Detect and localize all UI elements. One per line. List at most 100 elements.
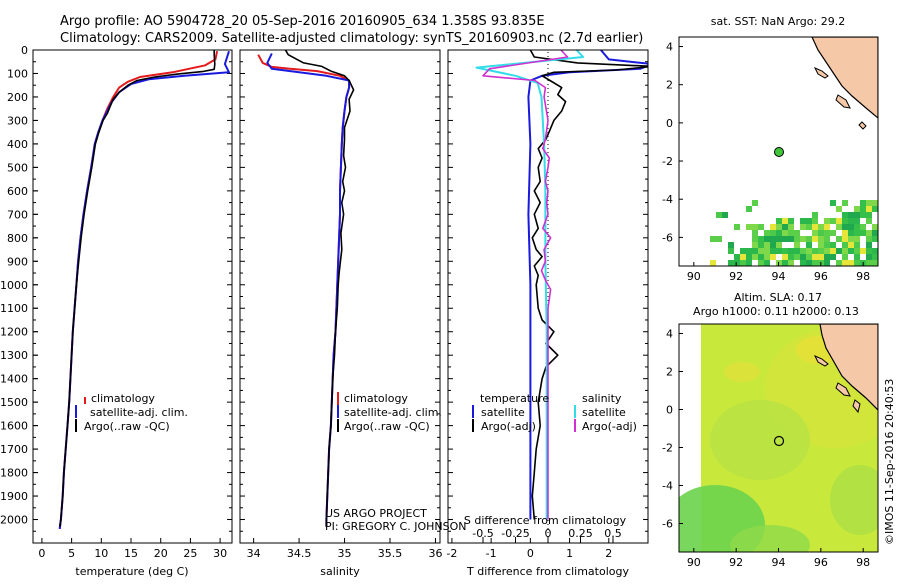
sst-cell xyxy=(746,248,752,254)
sst-cell xyxy=(818,254,824,260)
sst-cell xyxy=(866,200,872,206)
sst-cell xyxy=(752,236,758,242)
sst-cell xyxy=(752,224,758,230)
sst-cell xyxy=(788,230,794,236)
map-x-tick-label: 98 xyxy=(856,270,870,283)
map-x-tick-label: 92 xyxy=(729,270,743,283)
tdiff-x-tick-label: 0 xyxy=(527,547,534,560)
depth-tick-label: 1200 xyxy=(0,326,28,339)
sst-cell xyxy=(776,242,782,248)
depth-tick-label: 1800 xyxy=(0,467,28,480)
map-y-tick-label: -4 xyxy=(662,480,673,493)
sst-cell xyxy=(836,236,842,242)
sla-map-title: Altim. SLA: 0.17 xyxy=(734,291,822,304)
sst-cell xyxy=(854,248,860,254)
depth-tick-label: 800 xyxy=(7,232,28,245)
sst-cell xyxy=(764,254,770,260)
temperature-x-tick-label: 25 xyxy=(183,547,197,560)
sst-cell xyxy=(806,248,812,254)
sst-cell xyxy=(764,242,770,248)
sst-cell xyxy=(812,260,818,266)
sst-cell xyxy=(842,224,848,230)
sst-cell xyxy=(842,248,848,254)
sst-cell xyxy=(824,236,830,242)
sst-cell xyxy=(728,248,734,254)
depth-tick-label: 1900 xyxy=(0,490,28,503)
sst-cell xyxy=(812,218,818,224)
legend-t-satellite: satellite xyxy=(481,406,525,419)
difference-panel: -2 -1 0 1 2 -0.5 -0.25 0 0.25 0.5 temperature sal… xyxy=(446,49,649,578)
sst-cell xyxy=(854,260,860,266)
sdiff-x-tick-label: 0.25 xyxy=(568,527,593,540)
depth-tick-label: 1100 xyxy=(0,302,28,315)
sst-cell xyxy=(854,218,860,224)
map-x-tick-label: 96 xyxy=(814,270,828,283)
sst-cell xyxy=(854,242,860,248)
sst-cell xyxy=(830,230,836,236)
sst-cell xyxy=(848,236,854,242)
sdiff-x-tick-label: -0.5 xyxy=(472,527,493,540)
sst-cell xyxy=(782,236,788,242)
sst-cell xyxy=(764,248,770,254)
sst-cell xyxy=(872,230,878,236)
sst-cell xyxy=(794,230,800,236)
map-y-tick-label: 4 xyxy=(666,41,673,54)
legend-climatology-s: climatology xyxy=(344,392,408,405)
sst-cell xyxy=(746,260,752,266)
map-y-tick-label: 2 xyxy=(666,366,673,379)
sst-cell xyxy=(854,236,860,242)
depth-tick-label: 1000 xyxy=(0,279,28,292)
temperature-x-tick-label: 10 xyxy=(94,547,108,560)
sst-cell xyxy=(734,260,740,266)
temperature-argo-line xyxy=(58,50,216,527)
sst-cell xyxy=(866,212,872,218)
map-x-tick-label: 92 xyxy=(729,556,743,569)
salinity-x-tick-label: 35.5 xyxy=(378,547,403,560)
temperature-x-tick-label: 30 xyxy=(213,547,227,560)
t-diff-xlabel: T difference from climatology xyxy=(466,565,629,578)
sst-cell xyxy=(806,260,812,266)
sst-cell xyxy=(842,236,848,242)
figure-title-line2: Climatology: CARS2009. Satellite-adjuste… xyxy=(60,31,643,46)
tdiff-argo-line xyxy=(529,50,648,520)
salinity-x-tick-label: 34.5 xyxy=(287,547,312,560)
sst-cell xyxy=(812,212,818,218)
depth-tick-label: 600 xyxy=(7,185,28,198)
project-credit: US ARGO PROJECT xyxy=(325,507,427,520)
sst-cell xyxy=(800,254,806,260)
depth-tick-label: 1500 xyxy=(0,396,28,409)
sst-cell xyxy=(848,230,854,236)
depth-tick-label: 900 xyxy=(7,255,28,268)
map-y-tick-label: 0 xyxy=(666,404,673,417)
legend-s-argo: Argo(-adj) xyxy=(582,420,637,433)
salinity-argo-line xyxy=(284,50,355,527)
sst-cell xyxy=(872,254,878,260)
argo-float-marker-sla xyxy=(773,435,785,447)
map-y-tick-label: -6 xyxy=(662,231,673,244)
sst-cell xyxy=(800,260,806,266)
sst-cell xyxy=(854,230,860,236)
sst-cell xyxy=(824,254,830,260)
legend-satellite-adj-s: satellite-adj. clim. xyxy=(344,406,442,419)
sst-cell xyxy=(824,218,830,224)
sdiff-satellite-line xyxy=(475,50,585,520)
sst-cell xyxy=(860,200,866,206)
sst-cell xyxy=(830,218,836,224)
nias-island xyxy=(835,94,851,109)
sst-cell xyxy=(818,248,824,254)
sst-cell xyxy=(866,230,872,236)
depth-tick-label: 200 xyxy=(7,91,28,104)
difference-legend: temperature salinity satellite Argo(-adj… xyxy=(472,392,637,433)
sst-cell xyxy=(788,224,794,230)
tdiff-x-tick-label: 2 xyxy=(605,547,612,560)
sst-cell xyxy=(806,254,812,260)
sst-cell xyxy=(764,230,770,236)
map-y-tick-label: 4 xyxy=(666,328,673,341)
sst-cell xyxy=(860,212,866,218)
sst-cell xyxy=(824,242,830,248)
sst-cell xyxy=(770,236,776,242)
timestamp-credit: ©IMOS 11-Sep-2016 20:40:53 xyxy=(883,379,896,545)
sst-cell xyxy=(776,230,782,236)
sdiff-x-tick-label: -0.25 xyxy=(501,527,529,540)
sst-cell xyxy=(728,242,734,248)
